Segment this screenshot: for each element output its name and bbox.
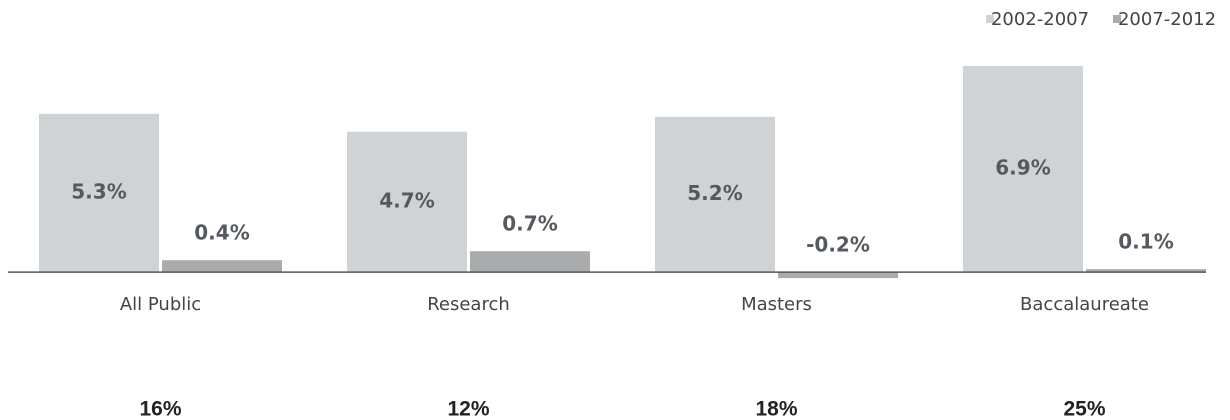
x-tick-label: All Public [120,294,201,315]
x-tick-label: Research [427,294,510,315]
bar [39,113,159,273]
value-label: 4.7% [379,188,434,212]
bar [470,251,590,273]
value-label: 0.1% [1118,230,1173,254]
legend-label: 2007-2012 [1118,9,1216,30]
value-label: 0.4% [194,221,249,245]
annotation: 12% [447,398,489,420]
value-label: 5.2% [687,181,742,205]
legend-swatch [986,15,994,23]
legend-label: 2002-2007 [991,9,1089,30]
legend-swatch [1113,15,1121,23]
annotation: 16% [139,398,181,420]
bar [347,131,467,273]
x-tick-label: Baccalaureate [1020,294,1149,315]
bar [1086,269,1206,273]
bar [655,116,775,273]
bar [162,260,282,273]
value-label: 6.9% [995,156,1050,180]
bar [963,65,1083,273]
x-tick-label: Masters [741,294,812,315]
annotation: 25% [1063,398,1105,420]
value-label: 5.3% [71,179,126,203]
value-label: 0.7% [502,212,557,236]
annotation: 18% [755,398,797,420]
bar [778,272,898,279]
value-label: -0.2% [806,233,870,257]
